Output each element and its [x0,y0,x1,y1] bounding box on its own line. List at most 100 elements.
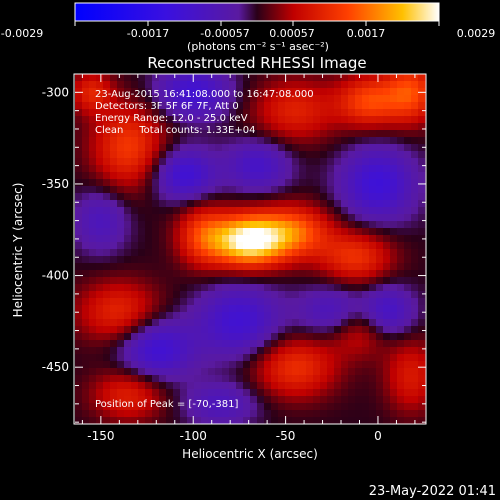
heatmap-cell [145,403,153,411]
heatmap-cell [250,277,258,285]
heatmap-cell [292,200,300,208]
heatmap-cell [313,95,321,103]
heatmap-cell [334,291,342,299]
heatmap-cell [138,375,146,383]
heatmap-cell [369,354,377,362]
heatmap-cell [215,242,223,250]
heatmap-cell [397,249,405,257]
heatmap-cell [229,144,237,152]
heatmap-cell [215,123,223,131]
heatmap-cell [250,347,258,355]
heatmap-cell [187,361,195,369]
heatmap-cell [229,396,237,404]
heatmap-cell [362,291,370,299]
heatmap-cell [334,340,342,348]
heatmap-cell [75,179,83,187]
heatmap-cell [292,277,300,285]
heatmap-cell [236,340,244,348]
heatmap-cell [390,123,398,131]
heatmap-cell [131,417,139,425]
heatmap-cell [250,193,258,201]
heatmap-cell [264,172,272,180]
heatmap-cell [285,403,293,411]
heatmap-cell [103,116,111,124]
heatmap-cell [383,137,391,145]
heatmap-cell [411,375,419,383]
heatmap-cell [138,151,146,159]
heatmap-cell [250,116,258,124]
heatmap-cell [292,284,300,292]
heatmap-cell [180,389,188,397]
heatmap-cell [376,361,384,369]
heatmap-cell [236,228,244,236]
heatmap-cell [131,130,139,138]
heatmap-cell [131,235,139,243]
heatmap-cell [229,242,237,250]
heatmap-cell [201,116,209,124]
heatmap-cell [362,312,370,320]
heatmap-cell [411,214,419,222]
heatmap-cell [327,368,335,376]
heatmap-cell [215,410,223,418]
heatmap-cell [271,95,279,103]
heatmap-cell [348,228,356,236]
heatmap-cell [271,298,279,306]
heatmap-cell [173,284,181,292]
heatmap-cell [180,81,188,89]
heatmap-cell [404,305,412,313]
heatmap-cell [173,235,181,243]
heatmap-cell [285,389,293,397]
heatmap-cell [397,179,405,187]
heatmap-cell [96,375,104,383]
heatmap-cell [313,354,321,362]
heatmap-cell [82,410,90,418]
heatmap-cell [75,207,83,215]
heatmap-cell [187,319,195,327]
heatmap-cell [194,312,202,320]
heatmap-cell [229,354,237,362]
heatmap-cell [285,228,293,236]
heatmap-cell [257,179,265,187]
heatmap-cell [404,319,412,327]
heatmap-cell [89,263,97,271]
heatmap-cell [390,333,398,341]
heatmap-cell [145,228,153,236]
heatmap-cell [411,235,419,243]
heatmap-cell [131,305,139,313]
heatmap-cell [334,144,342,152]
heatmap-cell [348,389,356,397]
heatmap-cell [75,270,83,278]
heatmap-cell [75,375,83,383]
heatmap-cell [299,151,307,159]
heatmap-cell [320,242,328,250]
heatmap-cell [152,256,160,264]
heatmap-cell [110,172,118,180]
heatmap-cell [341,214,349,222]
heatmap-cell [355,130,363,138]
heatmap-cell [278,361,286,369]
heatmap-cell [341,74,349,82]
heatmap-cell [404,375,412,383]
heatmap-cell [327,249,335,257]
heatmap-cell [285,158,293,166]
heatmap-cell [383,130,391,138]
heatmap-cell [194,361,202,369]
heatmap-cell [229,228,237,236]
colorbar-tick-label: -0.0017 [127,27,169,40]
heatmap-cell [243,235,251,243]
heatmap-cell [96,403,104,411]
heatmap-cell [264,312,272,320]
heatmap-cell [159,151,167,159]
heatmap-cell [292,214,300,222]
heatmap-cell [250,361,258,369]
heatmap-cell [404,347,412,355]
heatmap-cell [145,319,153,327]
heatmap-cell [187,270,195,278]
heatmap-cell [75,403,83,411]
heatmap-cell [89,200,97,208]
heatmap-cell [327,221,335,229]
heatmap-cell [243,123,251,131]
heatmap-cell [166,396,174,404]
heatmap-cell [131,179,139,187]
heatmap-cell [166,228,174,236]
